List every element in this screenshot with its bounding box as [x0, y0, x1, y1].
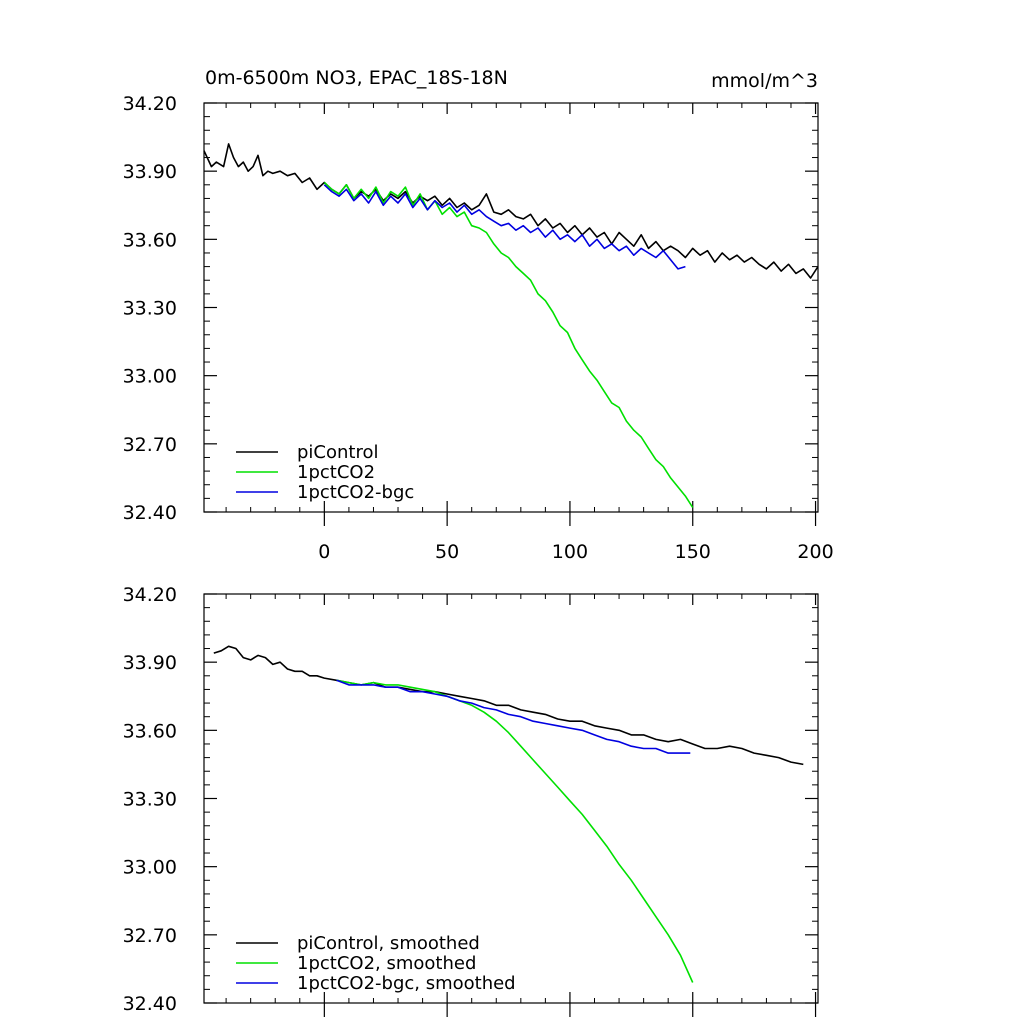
series-line: [323, 184, 686, 270]
x-tick-label: 200: [797, 541, 833, 563]
y-tick-label: 33.60: [123, 229, 177, 251]
series-line: [203, 143, 819, 279]
top-x-tick-labels: 0 50 100 150 200: [318, 541, 833, 563]
legend-label: 1pctCO2, smoothed: [297, 953, 476, 974]
y-tick-label: 32.40: [123, 993, 177, 1015]
top-axis-ticks: [204, 102, 818, 526]
bottom-series-lines: [213, 645, 804, 983]
x-tick-label: 0: [318, 541, 330, 563]
y-tick-label: 33.00: [123, 857, 177, 879]
top-units-label: mmol/m^3: [711, 70, 818, 92]
bottom-y-tick-labels: 34.20 33.90 33.60 33.30 33.00 32.70 32.40: [123, 584, 177, 1015]
series-line: [213, 645, 804, 766]
y-tick-label: 34.20: [123, 584, 177, 606]
y-tick-label: 32.70: [123, 925, 177, 947]
top-panel: 34.20 33.90 33.60 33.30 33.00 32.70 32.40 0 50 1…: [123, 67, 834, 563]
y-tick-label: 34.20: [123, 93, 177, 115]
y-tick-label: 33.30: [123, 789, 177, 811]
bottom-panel: 34.20 33.90 33.60 33.30 33.00 32.70 32.40 piCo…: [123, 584, 819, 1017]
y-tick-label: 33.60: [123, 720, 177, 742]
legend-label: piControl, smoothed: [297, 933, 480, 954]
legend-label: 1pctCO2-bgc, smoothed: [297, 973, 516, 994]
y-tick-label: 33.90: [123, 161, 177, 183]
series-line: [336, 679, 691, 754]
x-tick-label: 150: [675, 541, 711, 563]
legend-label: 1pctCO2: [297, 462, 375, 483]
legend-label: 1pctCO2-bgc: [297, 482, 414, 503]
bottom-axis-ticks: [204, 593, 818, 1017]
y-tick-label: 32.70: [123, 434, 177, 456]
x-tick-label: 100: [552, 541, 588, 563]
series-line: [323, 181, 694, 508]
y-tick-label: 33.00: [123, 366, 177, 388]
series-line: [336, 679, 694, 983]
legend-label: piControl: [297, 442, 379, 463]
top-y-tick-labels: 34.20 33.90 33.60 33.30 33.00 32.70 32.40: [123, 93, 177, 524]
y-tick-label: 32.40: [123, 502, 177, 524]
top-series-lines: [203, 143, 819, 508]
top-chart-title: 0m-6500m NO3, EPAC_18S-18N: [205, 67, 508, 89]
y-tick-label: 33.90: [123, 652, 177, 674]
x-tick-label: 50: [435, 541, 459, 563]
y-tick-label: 33.30: [123, 298, 177, 320]
